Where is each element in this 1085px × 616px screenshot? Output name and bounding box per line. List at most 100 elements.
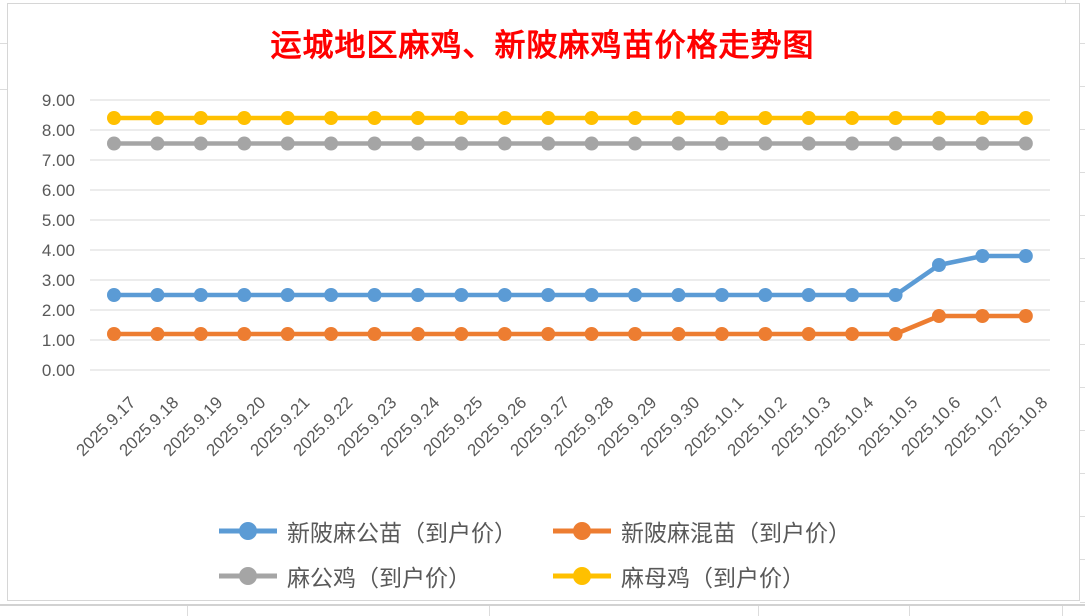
data-point-marker[interactable]	[975, 136, 990, 151]
data-point-marker[interactable]	[280, 327, 295, 341]
sheet-gridline	[489, 606, 490, 616]
data-point-marker[interactable]	[324, 136, 339, 151]
data-point-marker[interactable]	[454, 288, 469, 302]
data-point-marker[interactable]	[888, 136, 903, 151]
data-point-marker[interactable]	[150, 288, 165, 302]
data-point-marker[interactable]	[107, 111, 121, 125]
legend-item-ma-gong-ji[interactable]: 麻公鸡（到户价）	[218, 561, 471, 591]
data-point-marker[interactable]	[628, 288, 643, 302]
data-point-marker[interactable]	[801, 111, 816, 125]
data-point-marker[interactable]	[975, 249, 990, 263]
legend-item-ma-mu-ji[interactable]: 麻母鸡（到户价）	[552, 561, 805, 591]
legend-item-xinpo-ma-gong-miao[interactable]: 新陂麻公苗（到户价）	[218, 516, 517, 546]
data-point-marker[interactable]	[324, 327, 339, 341]
data-point-marker[interactable]	[367, 327, 382, 341]
data-point-marker[interactable]	[541, 136, 556, 151]
data-point-marker[interactable]	[931, 136, 946, 151]
data-point-marker[interactable]	[367, 111, 382, 125]
data-point-marker[interactable]	[107, 327, 121, 341]
data-point-marker[interactable]	[1018, 136, 1033, 151]
data-point-marker[interactable]	[714, 327, 729, 341]
data-point-marker[interactable]	[237, 327, 252, 341]
data-point-marker[interactable]	[888, 111, 903, 125]
data-point-marker[interactable]	[801, 136, 816, 151]
data-point-marker[interactable]	[758, 327, 773, 341]
data-point-marker[interactable]	[671, 111, 686, 125]
data-point-marker[interactable]	[454, 327, 469, 341]
data-point-marker[interactable]	[497, 136, 512, 151]
data-point-marker[interactable]	[975, 111, 990, 125]
data-point-marker[interactable]	[410, 327, 425, 341]
data-point-marker[interactable]	[628, 111, 643, 125]
data-point-marker[interactable]	[801, 327, 816, 341]
data-point-marker[interactable]	[888, 327, 903, 341]
data-point-marker[interactable]	[758, 288, 773, 302]
data-point-marker[interactable]	[845, 136, 860, 151]
data-point-marker[interactable]	[497, 288, 512, 302]
data-point-marker[interactable]	[671, 136, 686, 151]
series-line[interactable]	[111, 253, 1029, 298]
data-point-marker[interactable]	[931, 258, 946, 272]
data-point-marker[interactable]	[584, 327, 599, 341]
data-point-marker[interactable]	[975, 309, 990, 323]
data-point-marker[interactable]	[888, 288, 903, 302]
legend-item-xinpo-ma-hun-miao[interactable]: 新陂麻混苗（到户价）	[552, 516, 851, 546]
data-point-marker[interactable]	[324, 111, 339, 125]
data-point-marker[interactable]	[845, 288, 860, 302]
data-point-marker[interactable]	[1018, 111, 1033, 125]
data-point-marker[interactable]	[193, 288, 208, 302]
data-point-marker[interactable]	[193, 111, 208, 125]
data-point-marker[interactable]	[497, 327, 512, 341]
data-point-marker[interactable]	[671, 288, 686, 302]
data-point-marker[interactable]	[107, 136, 121, 151]
data-point-marker[interactable]	[541, 111, 556, 125]
legend-line-marker-icon	[553, 522, 611, 540]
data-point-marker[interactable]	[1018, 249, 1033, 263]
data-point-marker[interactable]	[845, 111, 860, 125]
data-point-marker[interactable]	[931, 111, 946, 125]
data-point-marker[interactable]	[237, 111, 252, 125]
data-point-marker[interactable]	[628, 136, 643, 151]
data-point-marker[interactable]	[541, 327, 556, 341]
data-point-marker[interactable]	[150, 327, 165, 341]
data-point-marker[interactable]	[845, 327, 860, 341]
data-point-marker[interactable]	[758, 136, 773, 151]
data-point-marker[interactable]	[150, 136, 165, 151]
data-point-marker[interactable]	[454, 136, 469, 151]
data-point-marker[interactable]	[931, 309, 946, 323]
data-point-marker[interactable]	[237, 288, 252, 302]
data-point-marker[interactable]	[714, 136, 729, 151]
data-point-marker[interactable]	[410, 136, 425, 151]
chart-title[interactable]: 运城地区麻鸡、新陂麻鸡苗价格走势图	[270, 28, 815, 63]
data-point-marker[interactable]	[150, 111, 165, 125]
data-point-marker[interactable]	[237, 136, 252, 151]
data-point-marker[interactable]	[324, 288, 339, 302]
data-point-marker[interactable]	[714, 288, 729, 302]
data-point-marker[interactable]	[107, 288, 121, 302]
chart-object[interactable]	[7, 3, 1080, 601]
data-point-marker[interactable]	[497, 111, 512, 125]
data-point-marker[interactable]	[584, 288, 599, 302]
data-point-marker[interactable]	[628, 327, 643, 341]
sheet-gridline	[909, 606, 910, 616]
data-point-marker[interactable]	[671, 327, 686, 341]
data-point-marker[interactable]	[758, 111, 773, 125]
data-point-marker[interactable]	[410, 111, 425, 125]
data-point-marker[interactable]	[280, 288, 295, 302]
data-point-marker[interactable]	[584, 111, 599, 125]
data-point-marker[interactable]	[280, 136, 295, 151]
data-point-marker[interactable]	[193, 136, 208, 151]
data-point-marker[interactable]	[410, 288, 425, 302]
data-point-marker[interactable]	[193, 327, 208, 341]
data-point-marker[interactable]	[1018, 309, 1033, 323]
data-point-marker[interactable]	[367, 288, 382, 302]
data-point-marker[interactable]	[280, 111, 295, 125]
data-point-marker[interactable]	[367, 136, 382, 151]
data-point-marker[interactable]	[801, 288, 816, 302]
series-line[interactable]	[111, 313, 1029, 337]
data-point-marker[interactable]	[714, 111, 729, 125]
data-point-marker[interactable]	[584, 136, 599, 151]
data-point-marker[interactable]	[454, 111, 469, 125]
data-point-marker[interactable]	[541, 288, 556, 302]
